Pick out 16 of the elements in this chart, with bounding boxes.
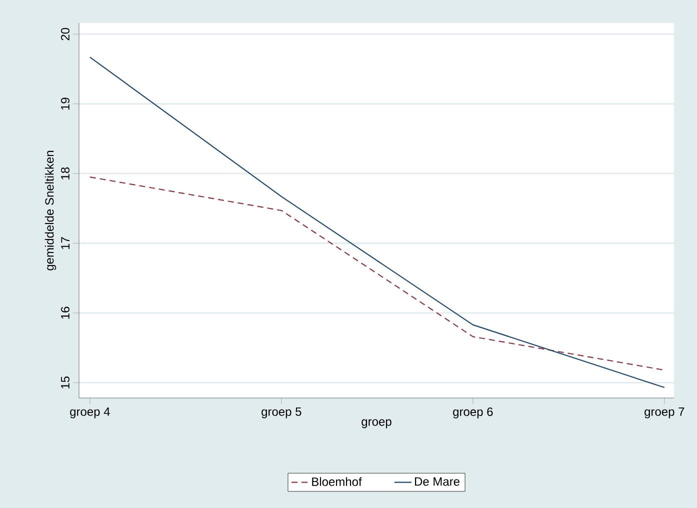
y-tick-label: 19 — [60, 98, 70, 110]
y-axis-title: gemiddelde Sneltikken — [44, 150, 56, 270]
x-tick-label: groep 4 — [70, 408, 110, 418]
x-axis-title: groep — [362, 419, 392, 428]
y-tick-label: 17 — [61, 237, 70, 250]
x-tick-label: groep 6 — [453, 408, 493, 418]
legend-label: De Mare — [415, 477, 460, 486]
y-tick-label: 15 — [61, 376, 70, 388]
x-tick-label: groep 5 — [262, 408, 302, 418]
y-tick-label: 16 — [60, 306, 70, 319]
x-tick-label: groep 7 — [644, 408, 684, 418]
line-series — [89, 56, 665, 388]
legend-label: Bloemhof — [312, 477, 362, 486]
y-tick-label: 20 — [60, 28, 70, 40]
y-tick-label: 18 — [60, 167, 70, 180]
line-series — [89, 176, 665, 371]
